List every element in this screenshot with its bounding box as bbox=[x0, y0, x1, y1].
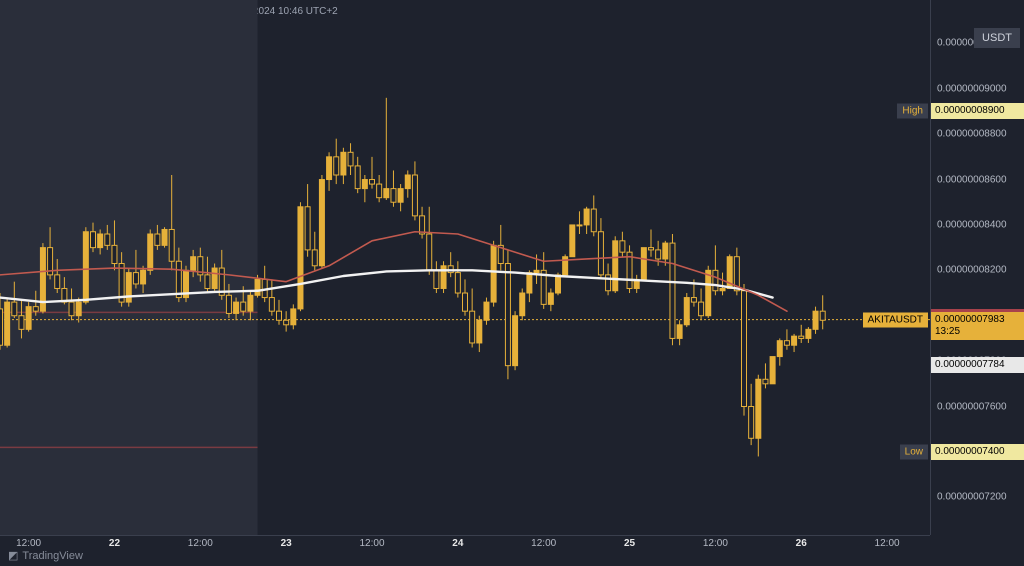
x-axis: 12:00 22 12:00 23 12:00 24 12:00 25 12:00 26 12:00 bbox=[0, 535, 930, 550]
y-axis: 0.000000092000.000000090000.000000088000… bbox=[930, 0, 1024, 535]
y-tick: 0.00000008200 bbox=[937, 265, 1007, 276]
chart-svg bbox=[0, 0, 930, 535]
y-tick: 0.00000007600 bbox=[937, 401, 1007, 412]
price-marker-white: 0.00000007784 bbox=[931, 357, 1024, 373]
x-tick: 26 bbox=[796, 538, 807, 549]
y-tick: 0.00000007200 bbox=[937, 492, 1007, 503]
x-tick: 12:00 bbox=[875, 538, 900, 549]
y-tick: 0.00000008800 bbox=[937, 129, 1007, 140]
price-marker-high: 0.00000008900 bbox=[931, 103, 1024, 119]
price-chart[interactable] bbox=[0, 0, 930, 535]
x-tick: 12:00 bbox=[16, 538, 41, 549]
x-tick: 12:00 bbox=[703, 538, 728, 549]
price-marker-time: 13:25 bbox=[931, 324, 1024, 340]
x-tick: 24 bbox=[452, 538, 463, 549]
symbol-tag: AKITAUSDT bbox=[863, 312, 928, 327]
price-marker-side-label: Low bbox=[900, 444, 928, 459]
x-tick: 12:00 bbox=[531, 538, 556, 549]
y-axis-label: USDT bbox=[974, 28, 1020, 48]
price-marker-low: 0.00000007400 bbox=[931, 444, 1024, 460]
tradingview-watermark: TradingView bbox=[8, 549, 83, 562]
x-tick: 23 bbox=[281, 538, 292, 549]
price-marker-side-label: High bbox=[897, 104, 928, 119]
y-tick: 0.00000008400 bbox=[937, 219, 1007, 230]
x-tick: 22 bbox=[109, 538, 120, 549]
y-tick: 0.00000008600 bbox=[937, 174, 1007, 185]
x-tick: 12:00 bbox=[188, 538, 213, 549]
y-tick: 0.00000009000 bbox=[937, 83, 1007, 94]
x-tick: 25 bbox=[624, 538, 635, 549]
chart-root: Financebroker published on TradingView.c… bbox=[0, 0, 1024, 566]
x-tick: 12:00 bbox=[359, 538, 384, 549]
